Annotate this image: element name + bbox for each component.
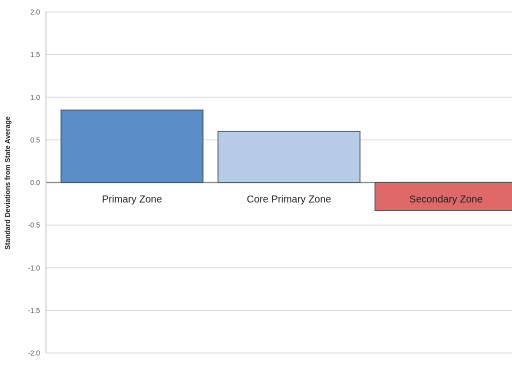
bar-primary-zone xyxy=(60,109,204,183)
y-tick-label: 1.0 xyxy=(30,95,40,102)
y-axis-title: Standard Deviations from State Average xyxy=(5,116,12,249)
bars xyxy=(60,109,512,212)
y-tick-label: 1.5 xyxy=(30,52,40,59)
y-tick-label: 0.5 xyxy=(30,137,40,144)
y-tick-label: 0.0 xyxy=(30,180,40,187)
bar-secondary-zone xyxy=(374,182,512,212)
y-tick-label: -1.5 xyxy=(28,308,40,315)
y-tick-labels: 2.0 1.5 1.0 0.5 0.0 -0.5 -1.0 -1.5 -2.0 xyxy=(28,10,40,358)
y-tick-label: 2.0 xyxy=(30,10,40,17)
bar-core-primary-zone xyxy=(217,130,361,183)
category-label: Primary Zone xyxy=(102,195,162,206)
y-tick-label: -1.0 xyxy=(28,265,40,272)
category-label: Core Primary Zone xyxy=(247,195,332,206)
category-labels: Primary Zone Core Primary Zone Secondary Z… xyxy=(102,195,483,206)
y-tick-label: -2.0 xyxy=(28,351,40,358)
y-tick-label: -0.5 xyxy=(28,223,40,230)
category-label: Secondary Zone xyxy=(409,195,483,206)
